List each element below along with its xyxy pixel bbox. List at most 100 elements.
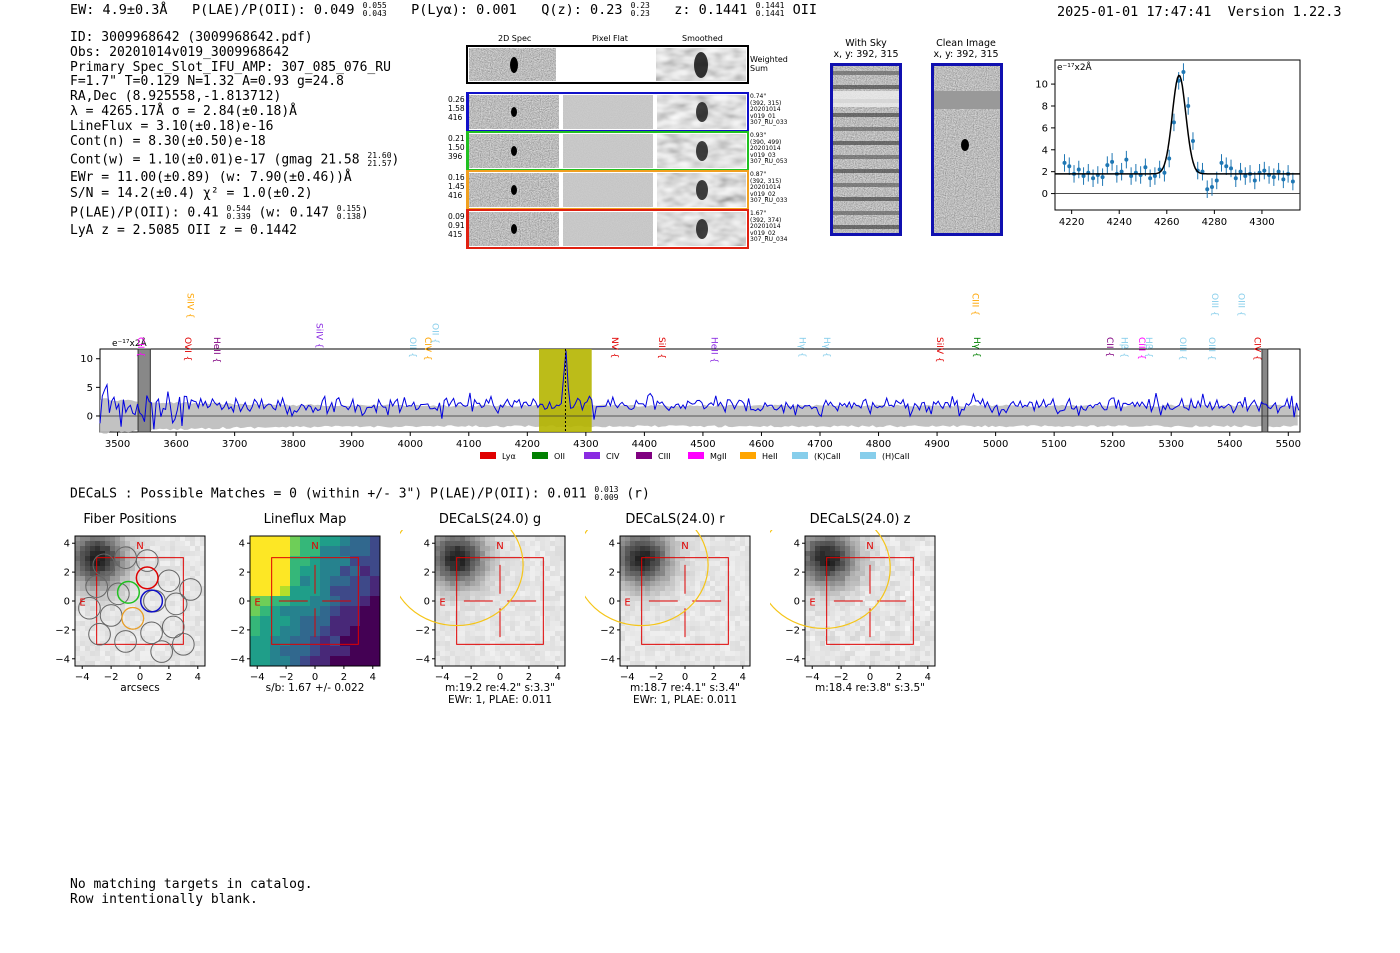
cutout-pixel [900, 611, 906, 617]
cutout-pixel [450, 591, 456, 597]
cutout-pixel [120, 591, 126, 597]
cutout-pixel [80, 641, 86, 647]
cutout-pixel [445, 586, 451, 592]
cutout-pixel [690, 586, 696, 592]
cutout-pixel [140, 541, 146, 547]
cutout-pixel [560, 611, 566, 617]
cutout-pixel [840, 576, 846, 582]
cutout-pixel [900, 596, 906, 602]
cutout-pixel [500, 536, 506, 542]
cutout-pixel [660, 551, 666, 557]
cutout-pixel [805, 636, 811, 642]
cutout-pixel [840, 601, 846, 607]
cutout-pixel [690, 656, 696, 662]
fit-data-point [1290, 179, 1295, 184]
cutout-pixel [905, 611, 911, 617]
cutout-pixel [535, 546, 541, 552]
cutout-pixel [200, 601, 206, 607]
cutout-pixel [550, 646, 556, 652]
cutout-pixel [890, 536, 896, 542]
cutout-pixel [835, 586, 841, 592]
cutout-pixel [930, 621, 936, 627]
cutout-pixel [460, 656, 466, 662]
cutout-pixel [160, 641, 166, 647]
cutout-pixel [495, 586, 501, 592]
cutout-pixel [125, 556, 131, 562]
cutout-pixel [735, 591, 741, 597]
cutout-pixel [535, 641, 541, 647]
cutout-pixel [855, 641, 861, 647]
cutout-pixel [440, 616, 446, 622]
cutout-pixel [870, 636, 876, 642]
cutout-pixel [155, 581, 161, 587]
cutout-pixel [930, 616, 936, 622]
cutout-pixel [115, 651, 121, 657]
cutout-pixel [930, 611, 936, 617]
lineflux-pixel [260, 576, 271, 587]
cutout-pixel [515, 596, 521, 602]
cutout-pixel [710, 566, 716, 572]
cutout-pixel [690, 561, 696, 567]
cutout-pixel [820, 661, 826, 667]
cutout-pixel [105, 546, 111, 552]
cutout-pixel [435, 636, 441, 642]
cutout-pixel [485, 591, 491, 597]
cutout-pixel [700, 566, 706, 572]
cutout-pixel [840, 586, 846, 592]
cutout-pixel [500, 626, 506, 632]
cutout-pixel [875, 541, 881, 547]
cutout-pixel [630, 551, 636, 557]
cutout-pixel [915, 616, 921, 622]
cutout-pixel [510, 616, 516, 622]
cutout-pixel [530, 661, 536, 667]
cutout-pixel [155, 551, 161, 557]
cutout-pixel [645, 631, 651, 637]
cutout-pixel [870, 631, 876, 637]
cutout-pixel [475, 591, 481, 597]
cutout-pixel [665, 651, 671, 657]
fit-data-point [1171, 120, 1176, 125]
cutout-pixel [825, 581, 831, 587]
cutout-pixel [915, 621, 921, 627]
cutout-pixel [160, 656, 166, 662]
cutout-pixel [440, 661, 446, 667]
cutout-pixel [930, 631, 936, 637]
fit-data-point [1148, 176, 1153, 181]
cutout-pixel [435, 566, 441, 572]
cutout-pixel [840, 656, 846, 662]
cutout-pixel [660, 626, 666, 632]
cutout-pixel [820, 656, 826, 662]
cutout-pixel [440, 606, 446, 612]
cutout-pixel [640, 621, 646, 627]
cutout-pixel [730, 536, 736, 542]
cutout-pixel [695, 636, 701, 642]
cutout-pixel [525, 556, 531, 562]
cutout-panel: Lineflux Map N E −4 −4 −2 −2 0 0 2 2 4 4 s/b: 1.67 +/… [215, 512, 395, 722]
cutout-pixel [740, 576, 746, 582]
cutout-pixel [160, 541, 166, 547]
cutout-pixel [130, 636, 136, 642]
cutout-pixel [870, 566, 876, 572]
sky-band [832, 155, 900, 159]
cutout-pixel [740, 636, 746, 642]
cutout-pixel [485, 541, 491, 547]
cutout-pixel [645, 616, 651, 622]
cutout-pixel [115, 611, 121, 617]
cutout-pixel [740, 561, 746, 567]
cutout-pixel [85, 636, 91, 642]
cutout-pixel [870, 546, 876, 552]
lineflux-pixel [350, 616, 361, 627]
cutout-pixel [90, 651, 96, 657]
cutout-pixel [855, 621, 861, 627]
fit-data-point [1238, 169, 1243, 174]
spectrum-line-marker: OVI { [182, 337, 192, 361]
cutout-pixel [460, 651, 466, 657]
lineflux-pixel [350, 556, 361, 567]
cutout-pixel [155, 651, 161, 657]
cutout-pixel [830, 576, 836, 582]
cutout-pixel [175, 641, 181, 647]
spec2d-svg [466, 45, 749, 249]
cutout-pixel [110, 601, 116, 607]
cutout-pixel [460, 571, 466, 577]
cutout-pixel [550, 561, 556, 567]
